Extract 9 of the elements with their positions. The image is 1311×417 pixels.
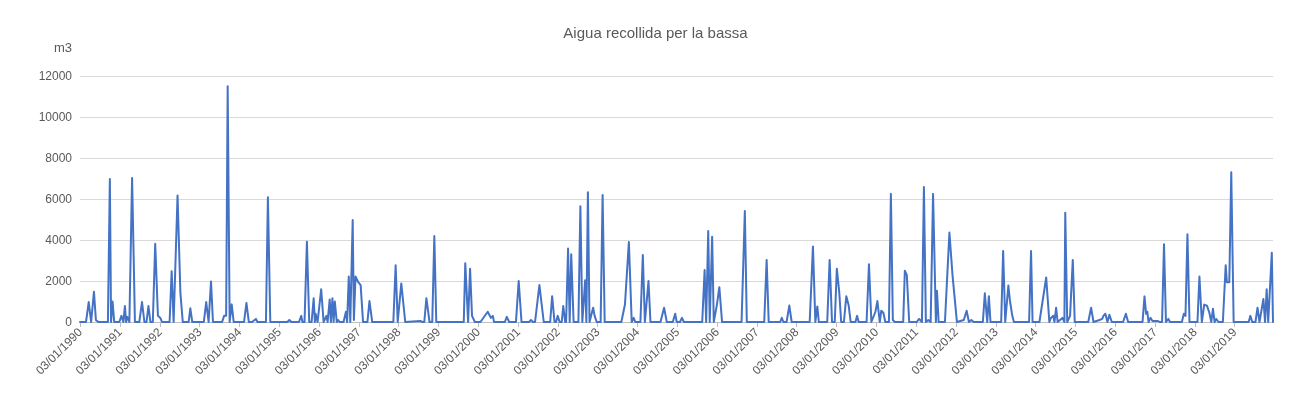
y-tick-label: 10000 — [38, 110, 73, 124]
y-tick-label: 12000 — [38, 69, 73, 83]
y-tick-label: 8000 — [45, 151, 73, 165]
y-tick-label: 6000 — [45, 192, 73, 206]
y-tick-label: 0 — [65, 315, 73, 329]
chart-title: Aigua recollida per la bassa — [563, 24, 749, 41]
y-axis-title: m3 — [53, 40, 72, 55]
y-tick-label: 4000 — [45, 233, 73, 247]
y-tick-label: 2000 — [45, 274, 73, 288]
